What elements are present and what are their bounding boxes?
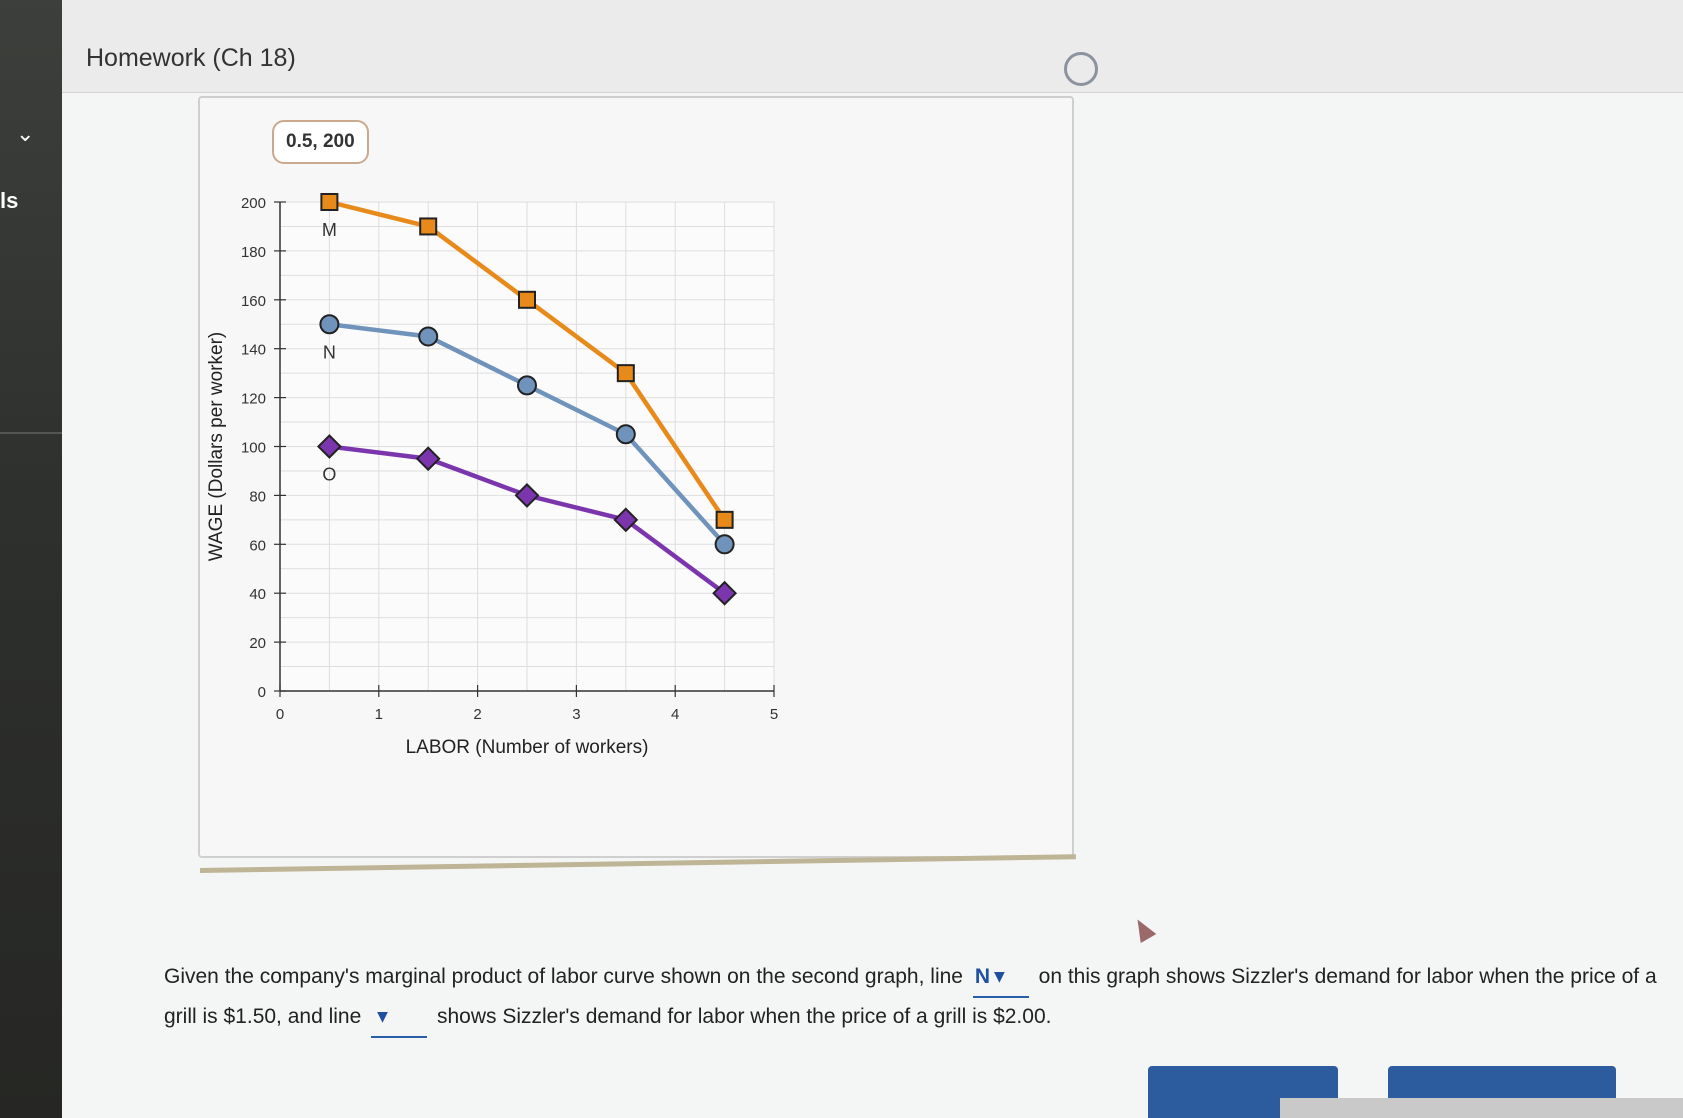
data-point-M — [715, 510, 734, 529]
chevron-down-icon[interactable]: ⌄ — [16, 122, 35, 147]
info-icon[interactable] — [1064, 52, 1098, 86]
page-header: Homework (Ch 18) — [62, 0, 1683, 93]
data-point-M — [518, 290, 536, 309]
x-tick-label: 0 — [276, 706, 284, 723]
y-tick-label: 200 — [241, 195, 266, 212]
data-point-N — [714, 534, 735, 555]
x-tick-label: 3 — [572, 706, 580, 723]
y-axis-title: WAGE (Dollars per worker) — [206, 332, 227, 561]
data-point-O — [613, 507, 639, 533]
y-tick-label: 80 — [249, 488, 266, 505]
data-point-O — [514, 482, 540, 508]
line-dropdown-2[interactable]: ▼ — [371, 998, 428, 1038]
question-part-2: on this graph shows Sizzler's demand for… — [164, 965, 1657, 1028]
x-tick-label: 5 — [770, 706, 778, 723]
y-tick-label: 180 — [241, 244, 266, 261]
data-point-N — [517, 375, 537, 396]
question-part-3: shows Sizzler's demand for labor when th… — [436, 1005, 1052, 1028]
data-point-N — [418, 326, 439, 347]
data-point-N — [615, 424, 636, 445]
dropdown-arrow-icon: ▼ — [993, 969, 1005, 985]
data-point-O — [712, 580, 738, 606]
y-tick-label: 0 — [258, 684, 266, 701]
dropdown-1-value: N — [974, 965, 990, 988]
taskbar-dock — [1280, 1098, 1683, 1118]
graph-panel: 0 20 40 60 80 100 120 140 160 180 200 0 1 2 3 4 5 LABOR (… — [198, 96, 1074, 858]
y-tick-label: 100 — [241, 440, 266, 457]
page-title: Homework (Ch 18) — [86, 44, 296, 72]
dropdown-arrow-icon: ▼ — [377, 1009, 388, 1025]
series-label-N: N — [323, 342, 336, 362]
series-label-M: M — [322, 220, 337, 240]
y-tick-label: 40 — [249, 586, 266, 603]
labor-demand-chart[interactable]: 0 20 40 60 80 100 120 140 160 180 200 0 1 2 3 4 5 LABOR (… — [200, 98, 1072, 856]
data-point-O — [415, 446, 441, 472]
y-tick-label: 20 — [249, 635, 266, 652]
left-rail: ⌄ ls — [0, 0, 62, 1118]
data-point-M — [419, 217, 438, 236]
x-tick-label: 4 — [671, 706, 679, 723]
rail-divider — [0, 432, 62, 434]
y-tick-label: 60 — [249, 537, 266, 554]
question-part-1: Given the company's marginal product of … — [164, 965, 963, 988]
data-point-O — [316, 434, 342, 459]
data-point-M — [320, 193, 339, 211]
coordinate-tooltip: 0.5, 200 — [272, 120, 369, 164]
y-tick-label: 160 — [241, 293, 266, 310]
data-point-M — [616, 364, 635, 383]
sidebar-partial-label[interactable]: ls — [0, 188, 19, 213]
series-label-O: O — [322, 465, 336, 485]
y-tick-label: 140 — [241, 342, 266, 359]
x-tick-label: 2 — [473, 706, 481, 723]
question-text: Given the company's marginal product of … — [164, 958, 1664, 1038]
x-tick-label: 1 — [375, 706, 383, 723]
data-point-N — [319, 314, 340, 335]
line-dropdown-1[interactable]: N ▼ — [972, 958, 1029, 998]
y-tick-label: 120 — [241, 391, 266, 408]
x-axis-title: LABOR (Number of workers) — [406, 737, 649, 758]
